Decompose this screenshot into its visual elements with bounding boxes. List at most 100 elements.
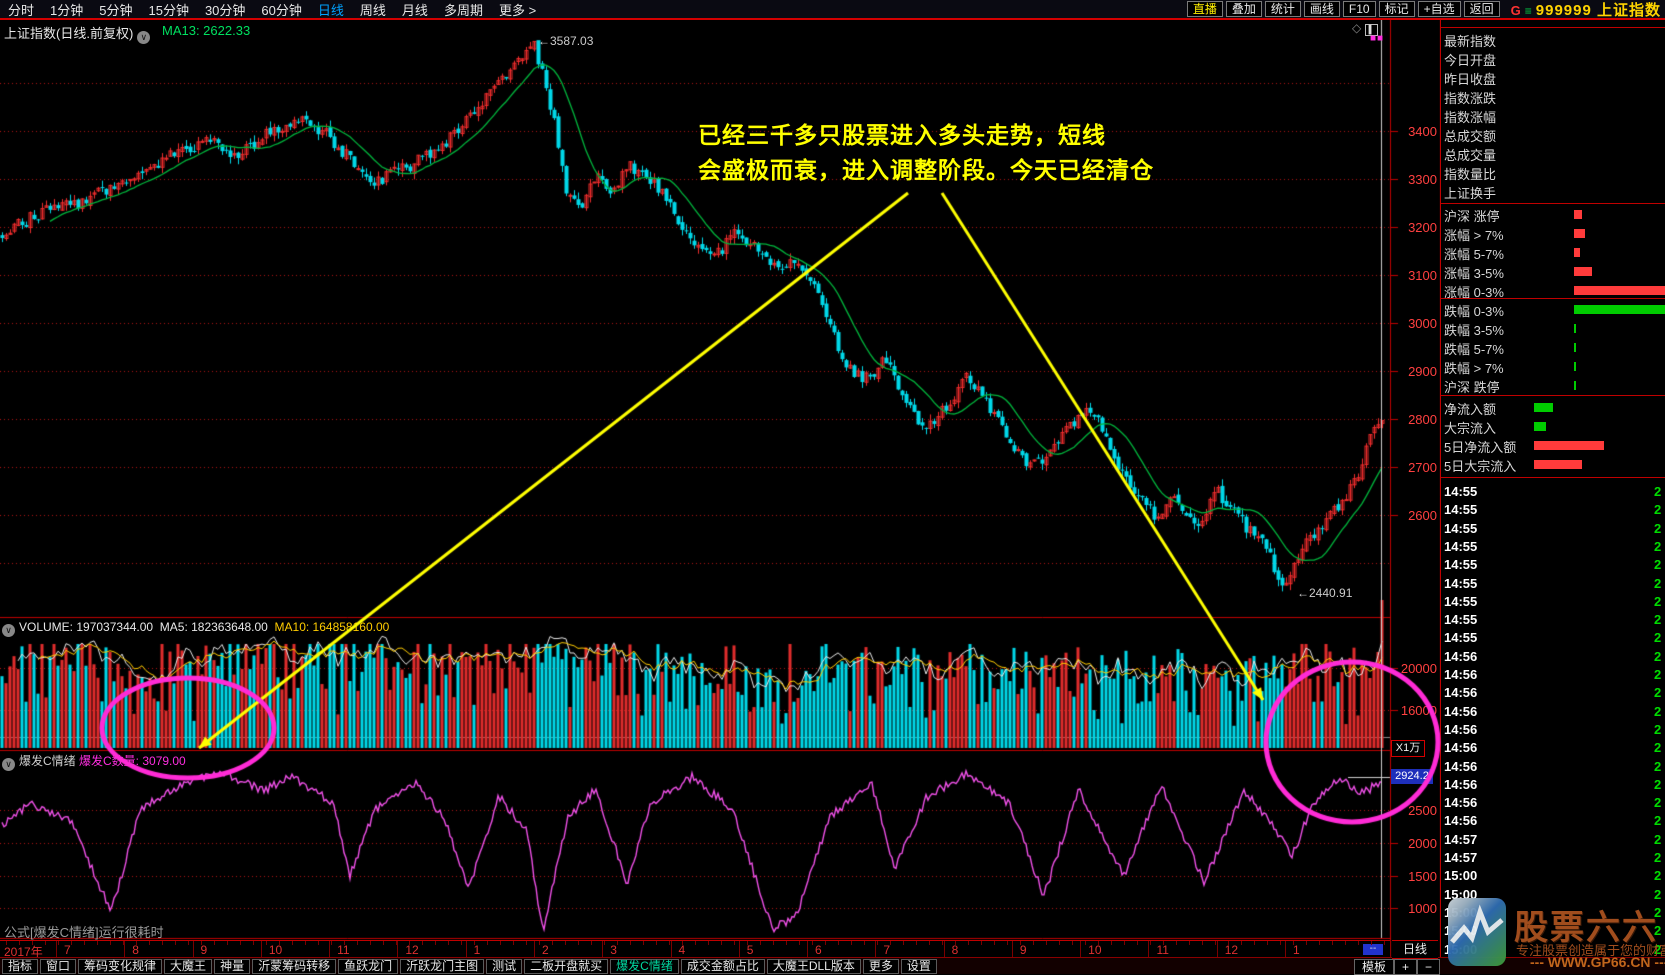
tick-time-row: 14:55 [1444,557,1478,573]
toolbar-item-成交金额占比[interactable]: 成交金额占比 [680,958,765,974]
axis-minor-tick [1007,941,1008,945]
menu-button-直播[interactable]: 直播 [1186,1,1223,17]
menu-button-统计[interactable]: 统计 [1264,1,1301,17]
toolbar-item-设置[interactable]: 设置 [900,958,937,974]
axis-minor-tick [825,941,826,945]
menu-item-周线[interactable]: 周线 [359,2,386,18]
axis-month-18: 1 [1293,943,1300,957]
zoom-in-button[interactable]: + [1394,959,1417,975]
sidebar-down-跌幅 5-7%[interactable]: 跌幅 5-7% [1444,342,1504,357]
menu-button-+自选[interactable]: +自选 [1417,1,1461,17]
axis-minor-tick [851,941,852,945]
chevron-down-icon[interactable]: ∨ [137,31,151,44]
sidebar-up-沪深 涨停[interactable]: 沪深 涨停 [1444,209,1500,224]
menu-item-60分钟[interactable]: 60分钟 [261,2,302,18]
axis-minor-tick [448,941,449,945]
axis-month-tick [807,941,809,957]
axis-month-6: 1 [473,943,481,957]
menu-item-多周期[interactable]: 多周期 [443,2,483,18]
sidebar-down-沪深 跌停[interactable]: 沪深 跌停 [1444,380,1500,395]
menu-button-F10[interactable]: F10 [1342,1,1376,17]
toolbar-item-沂蒙筹码转移[interactable]: 沂蒙筹码转移 [252,958,337,974]
sidebar-flow-5日净流入额[interactable]: 5日净流入额 [1444,440,1517,455]
toolbar-item-窗口[interactable]: 窗口 [40,958,77,974]
indicator-count-label: 爆发C数量: 3079.00 [79,754,186,768]
toolbar-item-大魔王DLL版本[interactable]: 大魔王DLL版本 [766,958,861,974]
axis-minor-tick [643,941,644,945]
zoom-out-button[interactable]: − [1417,959,1440,975]
stat-bar [1534,422,1546,431]
indicator-pane-header: ∨ 爆发C情绪 爆发C数量: 3079.00 [2,752,186,771]
stat-bar [1574,381,1576,390]
sidebar-down-跌幅 > 7%[interactable]: 跌幅 > 7% [1444,361,1504,376]
axis-minor-tick [474,941,475,945]
menu-item-5分钟[interactable]: 5分钟 [99,2,133,18]
menu-button-叠加[interactable]: 叠加 [1225,1,1262,17]
sidebar-separator [1441,203,1665,204]
sidebar-info-今日开盘: 今日开盘 [1444,53,1497,68]
tick-time-row: 14:56 [1444,758,1478,774]
diamond-icon[interactable]: ◇ [1352,21,1362,35]
tick-value-digit: 2 [1654,502,1662,518]
axis-month-7: 2 [541,943,549,957]
chevron-down-icon[interactable]: ∨ [2,758,15,771]
axis-minor-tick [1085,941,1086,945]
sidebar-up-涨幅 5-7%[interactable]: 涨幅 5-7% [1444,247,1504,262]
axis-minor-tick [656,941,657,945]
sidebar-down-跌幅 0-3%[interactable]: 跌幅 0-3% [1444,304,1504,319]
axis-minor-tick [747,941,748,945]
template-button[interactable]: 模板 [1354,959,1394,975]
stat-bar [1574,286,1665,295]
code-eq-icon: ≡ [1524,3,1532,18]
menu-item-月线[interactable]: 月线 [401,2,428,18]
trade-note-annotation: 已经三千多只股票进入多头走势，短线 会盛极而衰，进入调整阶段。今天已经清仓 [698,118,1154,188]
axis-minor-tick [1280,941,1281,945]
tick-value-digit: 2 [1654,593,1662,609]
toolbar-item-指标[interactable]: 指标 [2,958,39,974]
menu-button-返回[interactable]: 返回 [1463,1,1500,17]
tick-value-digit: 2 [1654,575,1662,591]
sidebar-up-涨幅 > 7%[interactable]: 涨幅 > 7% [1444,228,1504,243]
menu-item-分时[interactable]: 分时 [8,2,35,18]
axis-month-tick [192,941,194,957]
sidebar-down-跌幅 3-5%[interactable]: 跌幅 3-5% [1444,323,1504,338]
toolbar-item-神量[interactable]: 神量 [214,958,251,974]
volume-tick-20000: 20000 [1400,661,1437,676]
toolbar-item-沂跃龙门主图[interactable]: 沂跃龙门主图 [400,958,485,974]
axis-minor-tick [214,941,215,945]
toolbar-item-测试[interactable]: 测试 [486,958,523,974]
menu-item-30分钟[interactable]: 30分钟 [204,2,246,18]
toolbar-item-二板开盘就买[interactable]: 二板开盘就买 [524,958,609,974]
scroll-dash-button[interactable]: -- [1363,944,1383,955]
menu-item-1分钟[interactable]: 1分钟 [50,2,84,18]
toolbar-item-大魔王[interactable]: 大魔王 [164,958,213,974]
axis-month-tick [533,941,535,957]
sidebar-flow-净流入额[interactable]: 净流入额 [1444,402,1497,417]
toolbar-item-鱼跃龙门[interactable]: 鱼跃龙门 [338,958,399,974]
axis-minor-tick [1059,941,1060,945]
axis-minor-tick [422,941,423,945]
axis-minor-tick [942,941,943,945]
menu-item-日线[interactable]: 日线 [317,2,344,18]
stat-bar [1574,362,1576,371]
tick-value-digit: 2 [1654,648,1662,664]
menu-item-15分钟[interactable]: 15分钟 [148,2,189,18]
axis-minor-tick [630,941,631,945]
sidebar-up-涨幅 3-5%[interactable]: 涨幅 3-5% [1444,266,1504,281]
period-selector-box[interactable]: 日线 [1392,940,1438,959]
sidebar-flow-5日大宗流入[interactable]: 5日大宗流入 [1444,459,1517,474]
axis-month-8: 3 [610,943,617,957]
sidebar-flow-大宗流入[interactable]: 大宗流入 [1444,421,1497,436]
tick-time-row: 14:56 [1444,667,1478,682]
menu-button-画线[interactable]: 画线 [1303,1,1340,17]
axis-minor-tick [955,941,956,945]
chevron-down-icon[interactable]: ∨ [2,624,15,637]
toolbar-item-更多[interactable]: 更多 [862,958,899,974]
tick-time-row: 14:56 [1444,776,1478,792]
axis-minor-tick [1228,941,1229,945]
axis-minor-tick [513,941,514,945]
toolbar-item-筹码变化规律[interactable]: 筹码变化规律 [78,958,163,974]
menu-item-更多 >[interactable]: 更多 > [498,2,537,18]
toolbar-item-爆发C情绪[interactable]: 爆发C情绪 [610,958,679,974]
menu-button-标记[interactable]: 标记 [1378,1,1415,17]
